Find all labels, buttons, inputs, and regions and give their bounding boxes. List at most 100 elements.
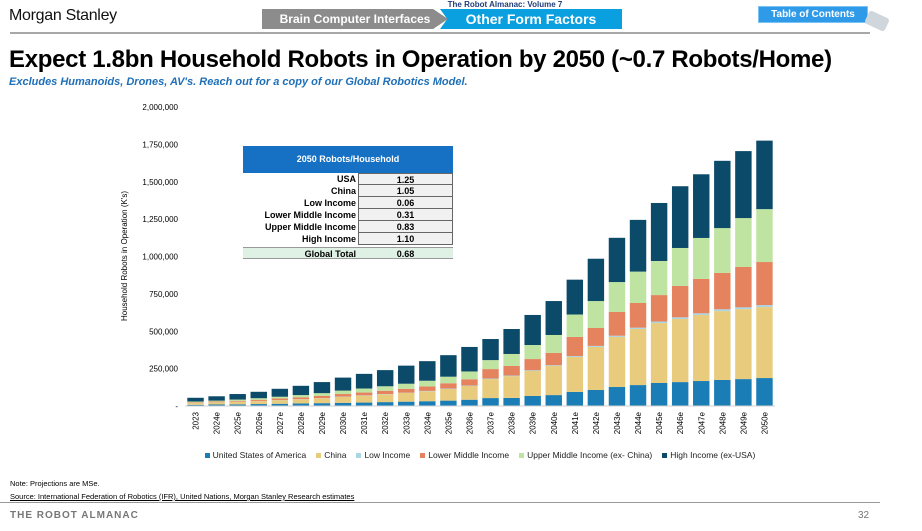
bar-segment <box>587 258 605 302</box>
bar-segment <box>566 279 584 315</box>
x-tick-label: 2034e <box>423 411 432 434</box>
tab-other-form-factors[interactable]: Other Form Factors <box>440 9 622 29</box>
legend-label: China <box>324 450 347 460</box>
bar-segment <box>587 346 605 391</box>
bar-segment <box>334 390 352 395</box>
x-tick-label: 2024e <box>213 411 222 434</box>
bar-segment <box>587 390 605 406</box>
bar-segment <box>355 373 373 389</box>
bar-segment <box>756 140 773 210</box>
bar-segment <box>292 385 310 396</box>
tab-brain-computer-interfaces[interactable]: Brain Computer Interfaces <box>262 9 448 29</box>
header-divider <box>10 32 870 34</box>
bar-segment <box>398 392 415 402</box>
table-row: USA 1.25 <box>243 173 453 185</box>
row-value: 1.10 <box>358 233 453 245</box>
bar-segment <box>650 260 668 296</box>
bar-segment <box>229 394 246 400</box>
bar-segment <box>735 379 752 406</box>
row-value: 0.83 <box>358 221 453 233</box>
legend-item: China <box>316 450 346 460</box>
bar-segment <box>334 402 352 406</box>
bar-segment <box>482 379 499 399</box>
robots-per-household-table: 2050 Robots/Household USA 1.25 China 1.05 Lo… <box>243 146 453 259</box>
bar-segment <box>482 339 499 361</box>
bar-segment <box>671 382 689 406</box>
bar-segment <box>440 388 457 401</box>
bar-segment <box>461 379 478 386</box>
bar-segment <box>250 401 267 405</box>
footer-divider <box>0 502 880 503</box>
bar-segment <box>376 402 394 406</box>
bar-segment <box>735 266 752 308</box>
y-axis-label: Household Robots in Operation (K's) <box>120 191 129 321</box>
bar-segment <box>650 295 668 322</box>
bar-segment <box>313 398 331 404</box>
legend-item: Lower Middle Income <box>420 450 509 460</box>
bar-segment <box>650 323 668 383</box>
bar-segment <box>545 334 562 353</box>
x-tick-label: 2030e <box>339 411 348 434</box>
bar-segment <box>419 361 436 381</box>
y-tick-label: 1,750,000 <box>142 140 178 149</box>
x-tick-label: 2025e <box>234 411 243 434</box>
bar-segment <box>566 391 584 406</box>
bar-segment <box>714 160 731 229</box>
bar-segment <box>524 371 541 396</box>
table-row: Lower Middle Income 0.31 <box>243 209 453 221</box>
bar-segment <box>461 371 478 380</box>
x-tick-label: 2027e <box>276 411 285 434</box>
x-tick-label: 2033e <box>402 411 411 434</box>
legend-item: High Income (ex-USA) <box>662 450 755 460</box>
chart-legend: United States of America China Low Income L… <box>185 450 775 460</box>
bar-segment <box>334 377 352 391</box>
bar-segment <box>187 403 204 405</box>
bar-segment <box>671 318 689 383</box>
bar-segment <box>398 388 415 393</box>
legend-swatch <box>316 452 322 458</box>
legend-item: Low Income <box>356 450 410 460</box>
legend-swatch <box>519 452 525 458</box>
bar-segment <box>629 271 647 303</box>
legend-swatch <box>356 452 362 458</box>
bar-segment <box>545 301 562 335</box>
bar-segment <box>440 383 457 389</box>
row-label: High Income <box>301 234 356 244</box>
bar-segment <box>545 365 562 396</box>
source-note: Source: International Federation of Robo… <box>10 492 355 501</box>
bar-segment <box>208 396 225 401</box>
bar-segment <box>208 401 225 403</box>
bar-segment <box>208 404 225 406</box>
legend-item: Upper Middle Income (ex- China) <box>519 450 652 460</box>
bar-segment <box>503 365 520 376</box>
bar-segment <box>671 247 689 286</box>
bar-segment <box>292 399 310 404</box>
bar-segment <box>313 403 331 406</box>
bar-segment <box>693 237 710 279</box>
x-tick-label: 2029e <box>318 411 327 434</box>
y-tick-label: 250,000 <box>149 365 178 374</box>
bar-segment <box>756 307 773 379</box>
bar-segment <box>693 174 710 238</box>
bar-segment <box>229 399 246 401</box>
bar-segment <box>714 228 731 273</box>
table-of-contents-button[interactable]: Table of Contents <box>758 6 868 23</box>
bar-segment <box>440 376 457 384</box>
bar-segment <box>461 346 478 372</box>
stacked-bar-chart: - 250,000 500,000 750,000 1,000,000 1,250,000… <box>120 103 775 434</box>
bar-segment <box>566 336 584 357</box>
bar-segment <box>355 402 373 406</box>
bar-segment <box>650 321 668 324</box>
bar-segment <box>756 305 773 308</box>
bar-segment <box>608 237 626 283</box>
bar-segment <box>524 359 541 371</box>
y-tick-label: 750,000 <box>149 290 178 299</box>
page-title: Expect 1.8bn Household Robots in Operati… <box>9 46 832 73</box>
bar-segment <box>503 329 520 354</box>
table-row: Low Income 0.06 <box>243 197 453 209</box>
bar-segment <box>735 309 752 380</box>
bar-segment <box>250 398 267 400</box>
row-label: China <box>330 186 356 196</box>
bar-segment <box>735 151 752 219</box>
legend-swatch <box>420 452 426 458</box>
